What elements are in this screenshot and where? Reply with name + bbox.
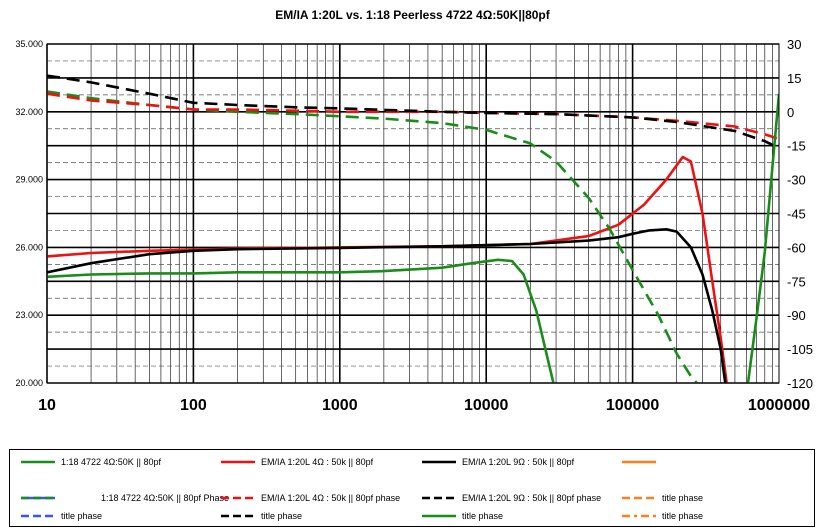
series-line-3 — [47, 228, 727, 383]
x-tick-label: 1000000 — [748, 397, 810, 414]
left-axis-ticks: 35.000 32.000 29.000 26.000 23.000 20.000 — [15, 39, 43, 388]
right-tick-label: -120 — [787, 376, 813, 391]
legend-swatch — [422, 514, 456, 518]
legend-label: EM/IA 1:20L 4Ω : 50k || 80pf — [261, 457, 374, 467]
left-tick-label: 26.000 — [15, 242, 43, 252]
series-line-8 — [47, 92, 779, 141]
chart-plot: 35.000 32.000 29.000 26.000 23.000 20.000 30 1… — [15, 37, 813, 414]
legend-label: title phase — [261, 511, 303, 521]
legend-label: title phase — [662, 511, 704, 521]
legend-label: EM/IA 1:20L 9Ω : 50k || 80pf — [462, 457, 575, 467]
right-tick-label: 30 — [787, 37, 801, 52]
left-tick-label: 29.000 — [15, 175, 43, 185]
x-tick-label: 10000 — [464, 397, 509, 414]
left-tick-label: 32.000 — [15, 107, 43, 117]
right-tick-label: 15 — [787, 71, 801, 86]
legend-swatch — [622, 514, 656, 518]
x-tick-label: 1000 — [322, 397, 358, 414]
right-tick-label: -15 — [787, 139, 806, 154]
right-axis-ticks: 30 15 0 -15 -30 -45 -60 -75 -90 -105 -120 — [787, 37, 813, 391]
series-line-7 — [47, 90, 699, 383]
legend-swatch — [221, 514, 255, 518]
x-axis-ticks: 10 100 1000 10000 100000 1000000 — [38, 397, 810, 414]
right-tick-label: -45 — [787, 207, 806, 222]
legend-label: EM/IA 1:20L 9Ω : 50k || 80pf phase — [462, 493, 602, 503]
legend-swatch — [422, 496, 456, 500]
legend-label: 1:18 4722 4Ω:50K || 80pf Phase — [101, 493, 229, 503]
legend-swatch — [21, 460, 55, 464]
legend-label: EM/IA 1:20L 4Ω : 50k || 80pf phase — [261, 493, 401, 503]
legend-swatch — [21, 496, 55, 500]
legend-label: title phase — [61, 511, 103, 521]
legend-swatch — [422, 460, 456, 464]
left-tick-label: 35.000 — [15, 39, 43, 49]
right-tick-label: 0 — [787, 105, 794, 120]
left-tick-label: 20.000 — [15, 378, 43, 388]
series-line-1 — [47, 258, 555, 383]
left-tick-label: 23.000 — [15, 310, 43, 320]
legend-swatch — [622, 496, 656, 500]
legend-swatch — [622, 460, 656, 464]
right-tick-label: -105 — [787, 342, 813, 357]
right-tick-label: -90 — [787, 308, 806, 323]
legend-label: title phase — [662, 493, 704, 503]
x-tick-label: 100 — [180, 397, 207, 414]
legend: 1:18 4722 4Ω:50K || 80pf EM/IA 1:20L 4Ω :… — [9, 449, 815, 527]
legend-label: title phase — [462, 511, 504, 521]
right-tick-label: -30 — [787, 173, 806, 188]
right-tick-label: -60 — [787, 240, 806, 255]
x-tick-label: 100000 — [606, 397, 659, 414]
legend-label: 1:18 4722 4Ω:50K || 80pf — [61, 457, 161, 467]
series-line-13 — [746, 93, 779, 383]
series-layer — [47, 74, 779, 383]
legend-swatch — [221, 496, 255, 500]
legend-swatch — [221, 460, 255, 464]
right-tick-label: -75 — [787, 274, 806, 289]
x-tick-label: 10 — [38, 397, 56, 414]
legend-swatch — [21, 514, 55, 518]
plot-frame — [46, 43, 780, 384]
series-line-9 — [47, 74, 779, 150]
chart-title: EM/IA 1:20L vs. 1:18 Peerless 4722 4Ω:50… — [275, 8, 550, 22]
